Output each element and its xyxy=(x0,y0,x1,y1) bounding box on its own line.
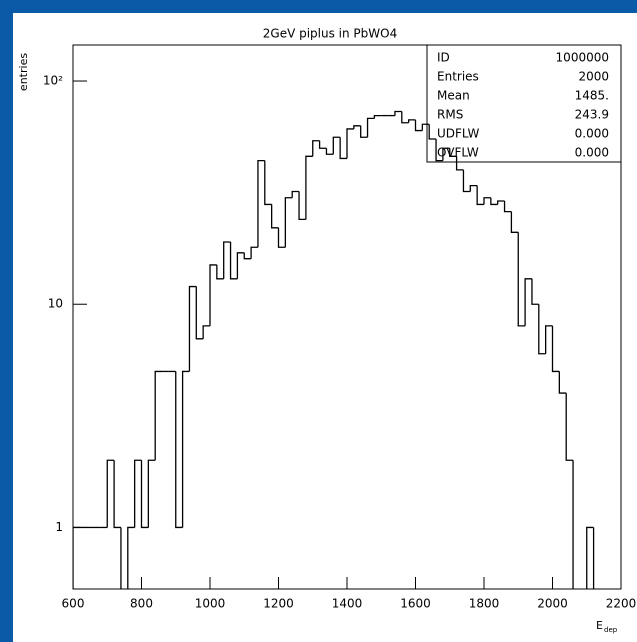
histogram-bin xyxy=(134,459,142,528)
histogram-bin xyxy=(366,117,375,138)
x-tick-label: 1200 xyxy=(263,597,294,611)
histogram-bin xyxy=(558,371,567,394)
histogram-bin xyxy=(175,371,183,529)
stats-key: UDFLW xyxy=(437,127,480,141)
histogram-bin xyxy=(551,325,560,373)
stats-key: ID xyxy=(437,51,450,65)
histogram-bin xyxy=(401,111,409,124)
histogram-bin xyxy=(312,140,320,157)
histogram-bin xyxy=(510,211,519,233)
histogram-bin xyxy=(229,242,238,280)
histogram-bin xyxy=(236,252,245,279)
x-tick-label: 2200 xyxy=(606,597,637,611)
x-tick-label: 600 xyxy=(62,597,85,611)
histogram-bin xyxy=(490,197,498,206)
histogram-bin xyxy=(127,526,135,589)
histogram-bin xyxy=(572,460,574,589)
x-tick-label: 2000 xyxy=(537,597,568,611)
histogram-bin xyxy=(318,140,327,149)
y-tick-label: 1 xyxy=(55,520,63,534)
x-axis-label: E xyxy=(596,619,603,632)
histogram-bin xyxy=(243,252,252,260)
histogram-bin xyxy=(517,232,526,327)
chart-title: 2GeV piplus in PbWO4 xyxy=(263,27,397,41)
histogram-bin xyxy=(503,201,512,213)
histogram-bin xyxy=(305,155,313,220)
stats-box xyxy=(426,44,622,163)
histogram-bin xyxy=(147,459,156,528)
histogram-bin xyxy=(538,304,546,355)
histogram-bin xyxy=(545,325,553,354)
x-tick-label: 1000 xyxy=(195,597,226,611)
histogram-bin xyxy=(188,285,197,372)
histogram-bin xyxy=(565,393,574,461)
histogram-bin xyxy=(264,160,272,206)
histogram-bin xyxy=(428,124,437,140)
histogram-bin xyxy=(497,200,505,205)
histogram-bin xyxy=(449,148,457,157)
canvas xyxy=(13,13,637,642)
histogram-bin xyxy=(202,325,210,339)
histogram xyxy=(73,110,595,589)
histogram-bin xyxy=(442,147,450,161)
histogram-bin xyxy=(106,459,115,528)
histogram-bin xyxy=(223,241,231,279)
stats-key: OVFLW xyxy=(437,146,479,160)
stats-key: Mean xyxy=(437,89,470,103)
histogram-bin xyxy=(346,128,354,159)
histogram-bin xyxy=(592,527,595,589)
histogram-bin xyxy=(394,110,402,116)
histogram-bin xyxy=(113,460,121,529)
histogram-bin xyxy=(435,138,443,162)
histogram-bin xyxy=(332,136,341,155)
histogram-bin xyxy=(140,460,149,529)
histogram-bin xyxy=(250,246,258,259)
histogram-bin xyxy=(462,169,471,193)
histogram-bin xyxy=(325,148,334,155)
histogram-bin xyxy=(483,197,491,205)
histogram-bin xyxy=(339,137,347,160)
x-tick-label: 1600 xyxy=(400,597,431,611)
histogram-bin xyxy=(284,197,293,248)
x-tick-label: 1800 xyxy=(469,597,500,611)
y-axis-label: entries xyxy=(17,53,30,91)
histogram-bin xyxy=(181,370,190,528)
histogram-bin xyxy=(154,370,163,461)
histogram-bin xyxy=(271,204,279,229)
histogram-bin xyxy=(586,526,594,589)
histogram-bin xyxy=(455,156,464,171)
histogram-bin xyxy=(360,125,368,138)
histogram-bin xyxy=(277,227,286,248)
stats-value: 1000000 xyxy=(556,51,609,65)
histogram-bin xyxy=(195,286,204,340)
x-tick-label: 1400 xyxy=(332,597,363,611)
histogram-bin xyxy=(353,125,361,129)
histogram-bin xyxy=(469,184,478,192)
stats-value: 243.9 xyxy=(575,108,609,122)
stats-value: 0.000 xyxy=(575,146,609,160)
histogram-bin xyxy=(257,159,265,248)
histogram-bin xyxy=(120,527,122,589)
stats-value: 0.000 xyxy=(575,127,609,141)
stats-value: 2000 xyxy=(578,70,609,84)
histogram-bin xyxy=(298,191,306,221)
histogram-bin xyxy=(373,114,382,119)
stats-value: 1485. xyxy=(575,89,609,103)
histogram-bin xyxy=(531,278,539,305)
x-tick-label: 800 xyxy=(130,597,153,611)
histogram-bin xyxy=(209,264,217,326)
y-tick-label: 10 xyxy=(48,297,63,311)
stats-key: RMS xyxy=(437,108,463,122)
histogram-bin xyxy=(408,119,416,123)
y-tick-label: 10² xyxy=(43,74,63,88)
stats-key: Entries xyxy=(437,70,479,84)
histogram-bin xyxy=(414,119,423,132)
histogram-bin xyxy=(216,264,224,280)
x-axis-label-subscript: dep xyxy=(604,626,618,634)
histogram-bin xyxy=(476,185,484,206)
histogram-bin xyxy=(524,278,532,326)
histogram-bin xyxy=(291,190,300,198)
